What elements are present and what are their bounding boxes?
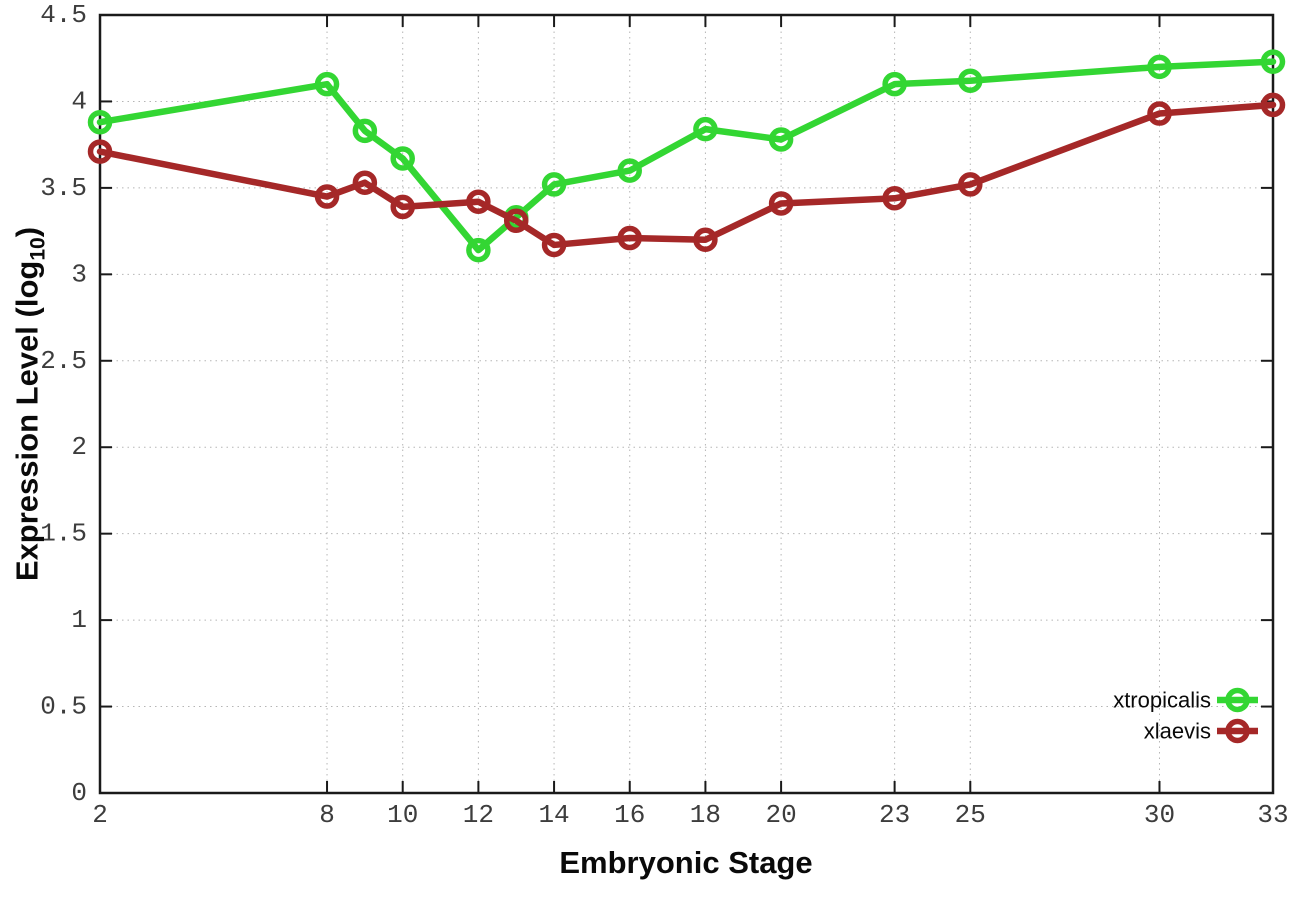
x-tick-label-33: 33	[1257, 800, 1288, 830]
marker-xlaevis-stage-23	[882, 186, 907, 211]
marker-xtropicalis-stage-30	[1147, 54, 1172, 80]
marker-xlaevis-stage-8	[314, 184, 340, 209]
y-tick-label-3.5: 3.5	[40, 173, 87, 203]
y-tick-label-3: 3	[71, 259, 87, 289]
x-tick-label-2: 2	[92, 800, 108, 830]
y-axis-label-text: Expression Level (log	[9, 260, 45, 582]
legend-marker-xtropicalis	[1225, 687, 1250, 713]
y-tick-label-2.5: 2.5	[40, 346, 87, 376]
series-line-xlaevis	[96, 101, 1277, 249]
y-axis-label-suffix: )	[9, 226, 45, 238]
y-axis-label: Expression Level (log10)	[9, 227, 50, 581]
marker-xlaevis-stage-16	[617, 225, 642, 251]
x-tick-label-20: 20	[765, 800, 796, 830]
y-tick-label-1.5: 1.5	[40, 519, 87, 549]
x-tick-label-23: 23	[879, 800, 910, 830]
x-tick-label-16: 16	[614, 800, 645, 830]
x-tick-label-8: 8	[319, 800, 335, 830]
legend-marker-xlaevis	[1225, 718, 1250, 744]
marker-xlaevis-stage-13	[503, 208, 529, 233]
y-tick-label-2: 2	[71, 432, 87, 462]
marker-xlaevis-stage-25	[958, 172, 983, 197]
y-tick-label-0.5: 0.5	[40, 692, 87, 722]
legend-label-xtropicalis: xtropicalis	[1113, 688, 1211, 713]
y-axis-label-subscript: 10	[26, 237, 50, 261]
marker-xlaevis-stage-14	[541, 232, 567, 258]
marker-xtropicalis-stage-25	[958, 68, 983, 93]
marker-xtropicalis-stage-14	[541, 172, 567, 197]
marker-xlaevis-stage-18	[693, 227, 718, 253]
marker-xtropicalis-stage-8	[314, 71, 340, 97]
y-tick-label-0: 0	[71, 778, 87, 808]
marker-xtropicalis-stage-9	[352, 118, 378, 144]
marker-xtropicalis-stage-18	[693, 116, 718, 142]
marker-xtropicalis-stage-20	[768, 127, 794, 152]
marker-xlaevis-stage-30	[1147, 101, 1172, 126]
marker-xlaevis-stage-2	[87, 139, 113, 164]
marker-xtropicalis-stage-33	[1260, 49, 1286, 74]
y-tick-label-4.5: 4.5	[40, 0, 87, 30]
x-axis-label: Embryonic Stage	[559, 845, 813, 880]
marker-xlaevis-stage-20	[768, 191, 794, 216]
marker-xlaevis-stage-10	[390, 194, 415, 220]
x-tick-label-14: 14	[538, 800, 569, 830]
y-tick-label-4: 4	[71, 86, 87, 116]
marker-xtropicalis-stage-10	[390, 146, 415, 171]
x-tick-label-18: 18	[690, 800, 721, 830]
marker-xtropicalis-stage-12	[466, 237, 491, 263]
series-line-xtropicalis	[96, 58, 1277, 254]
plot-border	[98, 13, 1275, 795]
marker-xtropicalis-stage-23	[882, 71, 907, 97]
marker-xtropicalis-stage-2	[87, 109, 113, 135]
x-tick-label-25: 25	[955, 800, 986, 830]
x-tick-label-30: 30	[1144, 800, 1175, 830]
y-tick-label-1: 1	[71, 605, 87, 635]
marker-xtropicalis-stage-16	[617, 158, 642, 183]
x-tick-label-12: 12	[463, 800, 494, 830]
x-tick-label-10: 10	[387, 800, 418, 830]
marker-xlaevis-stage-33	[1260, 92, 1286, 118]
legend-label-xlaevis: xlaevis	[1144, 719, 1211, 744]
marker-xlaevis-stage-12	[466, 189, 491, 214]
marker-xlaevis-stage-9	[352, 170, 378, 195]
